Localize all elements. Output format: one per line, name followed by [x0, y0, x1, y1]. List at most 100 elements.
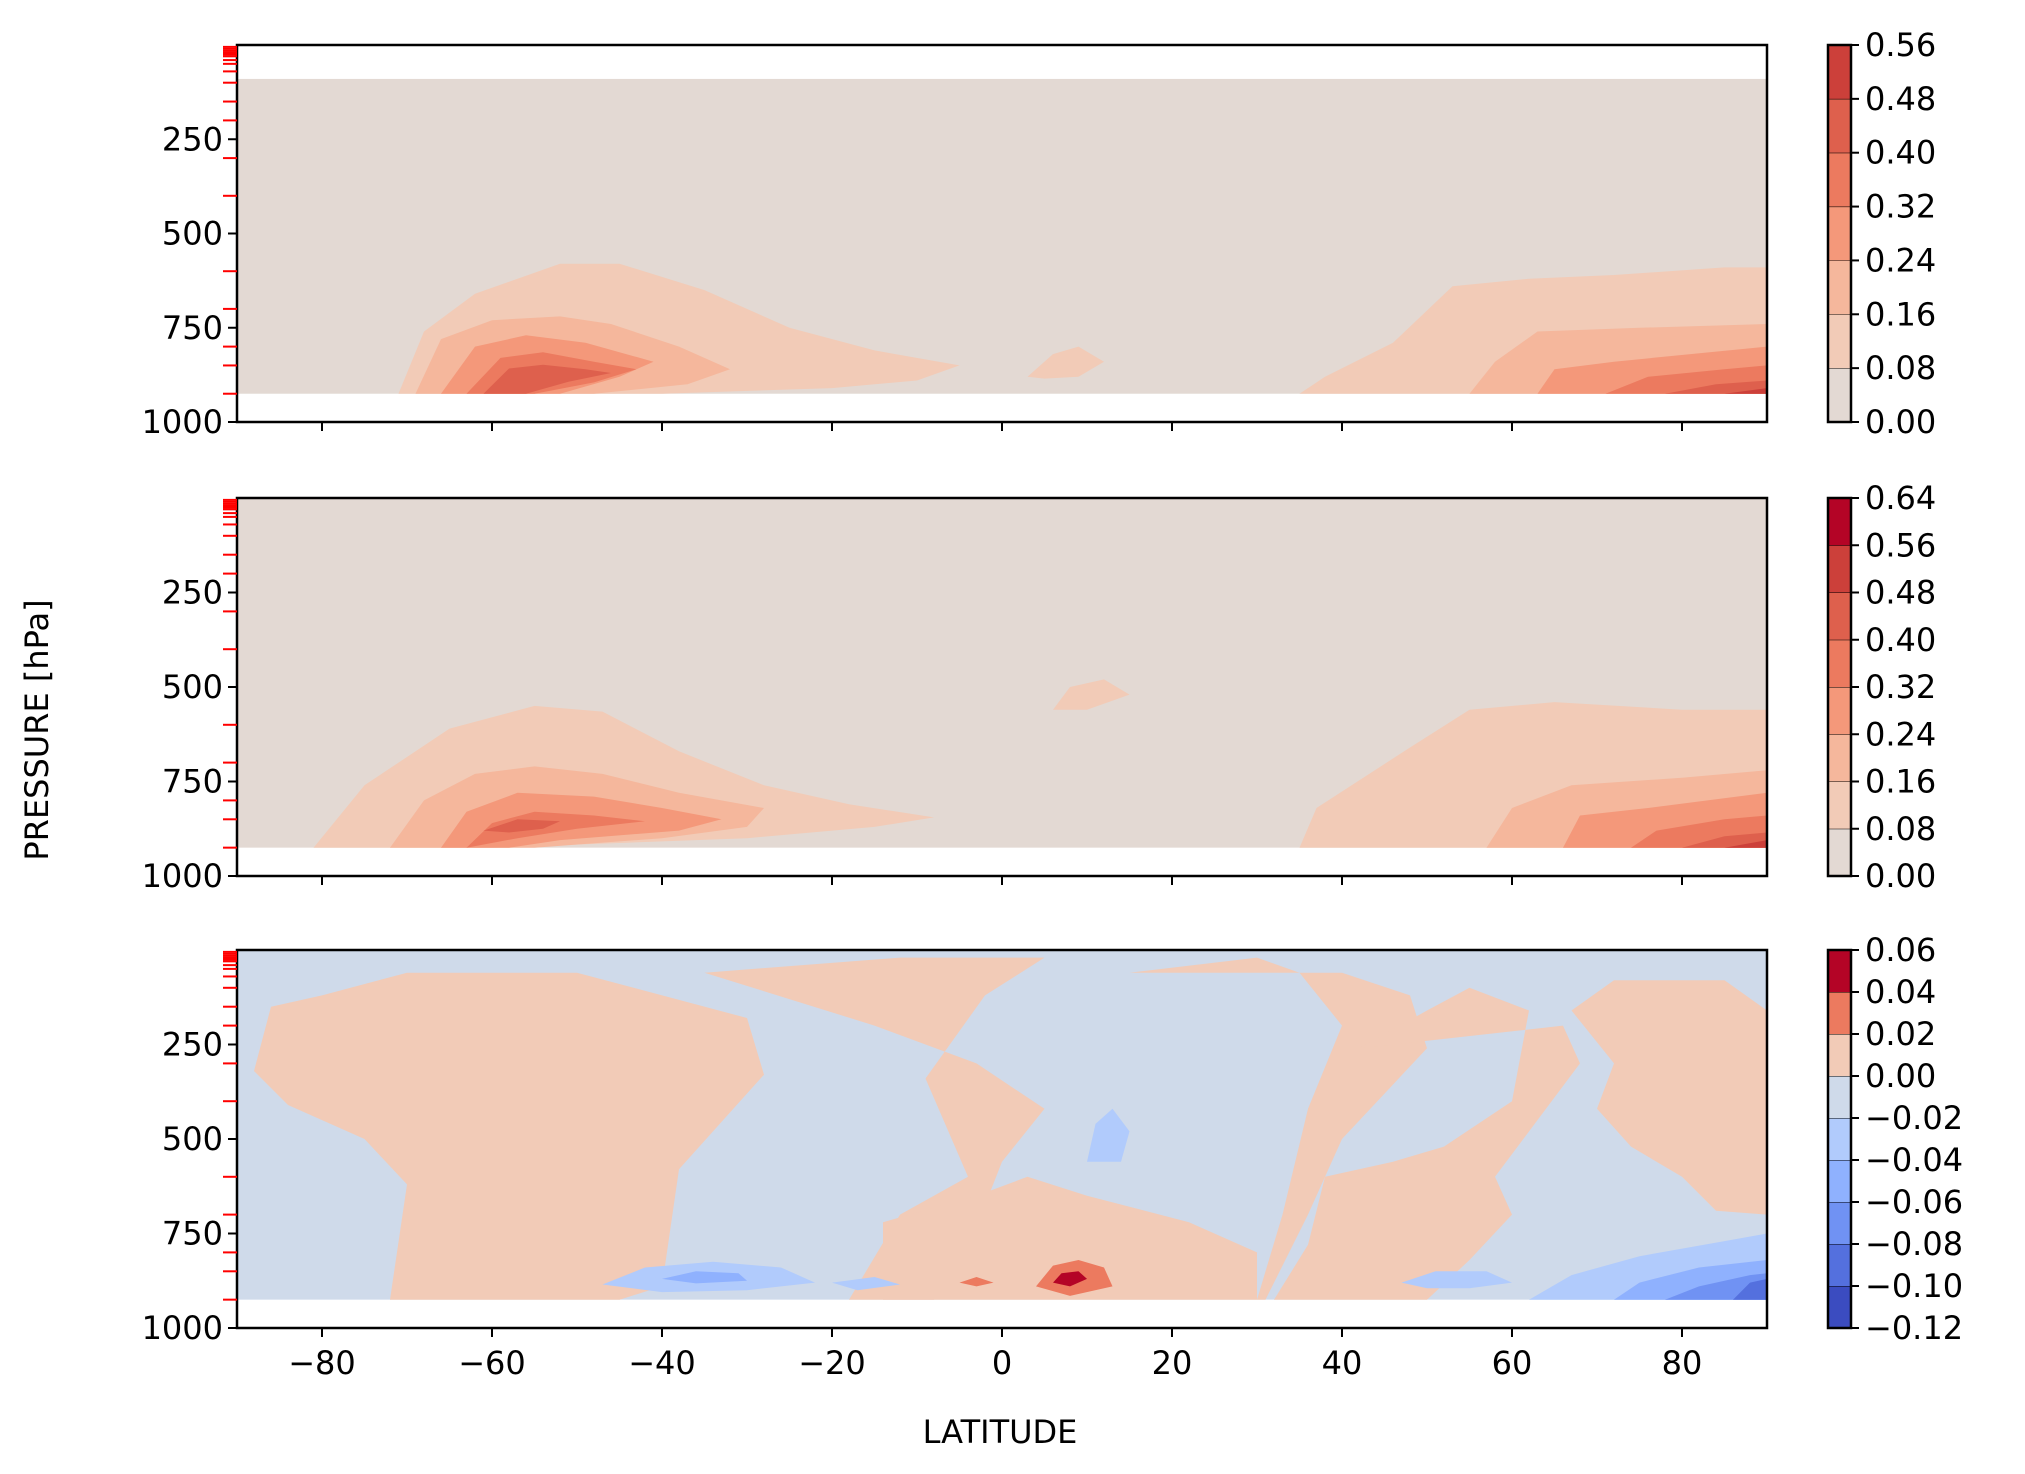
contour-fill-11 [1724, 840, 1767, 848]
colorbar-segment [1828, 206, 1851, 261]
colorbar-tick-label: −0.04 [1865, 1141, 1963, 1179]
contour-field [237, 78, 1767, 394]
colorbar-tick-label: 0.32 [1865, 188, 1936, 226]
colorbar-segment [1828, 1160, 1851, 1202]
contour-field [237, 950, 1767, 1300]
colorbar-tick-label: −0.10 [1865, 1267, 1963, 1305]
contour-fill-4 [1274, 987, 1580, 1300]
colorbar-tick-label: −0.12 [1865, 1309, 1963, 1347]
colorbar-bottom: −0.12 −0.10 −0.08 −0.06 −0.04 −0.02 0.00 0.02 0.… [1826, 931, 1963, 1347]
colorbar-segment [1828, 828, 1851, 876]
contour-fill-7 [662, 1271, 747, 1284]
colorbar-segment [1828, 639, 1851, 687]
y-axis-label: PRESSURE [hPa] [18, 599, 56, 860]
colorbar-segment [1828, 687, 1851, 735]
colorbar-tick-label: 0.04 [1865, 973, 1936, 1011]
colorbar-segment [1828, 1118, 1851, 1160]
x-tick-label: 40 [1322, 1344, 1363, 1382]
colorbar-tick-label: 0.16 [1865, 295, 1936, 333]
y-tick-label: 250 [162, 1026, 223, 1064]
x-tick-label: −20 [798, 1344, 866, 1382]
colorbar-frame [1826, 43, 1853, 424]
contour-fill-9 [1087, 1108, 1130, 1162]
colorbar-tick-label: 0.16 [1865, 763, 1936, 801]
contour-fill-2 [883, 1176, 1257, 1300]
contour-fill-4 [483, 364, 611, 394]
colorbar-middle: 0.00 0.08 0.16 0.24 0.32 0.40 0.48 0.56 0.64 [1826, 479, 1936, 895]
x-tick-label: −80 [288, 1344, 356, 1382]
colorbar-segment [1828, 1076, 1851, 1118]
contour-fill-5 [1053, 679, 1130, 710]
y-tick-label: 500 [162, 1120, 223, 1158]
contour-fill-17 [1053, 1271, 1087, 1287]
colorbar-tick-label: 0.40 [1865, 134, 1936, 172]
colorbar-tick-label: −0.06 [1865, 1183, 1963, 1221]
colorbar-segment [1828, 314, 1851, 369]
colorbar-tick-label: −0.08 [1865, 1225, 1963, 1263]
colorbar-tick-label: 0.08 [1865, 810, 1936, 848]
x-tick-label: 0 [992, 1344, 1012, 1382]
y-tick-label: 1000 [142, 857, 223, 895]
x-tick-label: 20 [1152, 1344, 1193, 1382]
colorbar-segment [1828, 368, 1851, 422]
colorbar-segment [1828, 1202, 1851, 1244]
y-tick-label: 500 [162, 668, 223, 706]
y-tick-label: 750 [162, 309, 223, 347]
colorbar-tick-label: 0.56 [1865, 26, 1936, 64]
panel-middle: 250 500 750 1000 0.00 0.08 0.16 0.24 0.32 0.40 0.4… [142, 479, 1937, 895]
panel-top: 250 500 750 1000 0.00 0.08 0.16 0.24 0.32 0.40 0.4… [142, 26, 1937, 441]
colorbar-tick-label: 0.08 [1865, 349, 1936, 387]
y-tick-label: 500 [162, 215, 223, 253]
colorbar-tick-label: 0.06 [1865, 931, 1936, 969]
colorbar-tick-label: 0.48 [1865, 574, 1936, 612]
colorbar-segment [1828, 592, 1851, 640]
colorbar-tick-label: 0.00 [1865, 1057, 1936, 1095]
colorbar-tick-label: 0.24 [1865, 241, 1936, 279]
contour-fill-11 [1724, 388, 1767, 394]
contour-fill-3 [1129, 957, 1427, 1300]
y-tick-label: 1000 [142, 1309, 223, 1347]
y-tick-label: 750 [162, 1215, 223, 1253]
y-tick-label: 1000 [142, 403, 223, 441]
contour-field [237, 498, 1767, 848]
x-tick-label: 60 [1492, 1344, 1533, 1382]
colorbar-tick-label: 0.32 [1865, 668, 1936, 706]
colorbar-tick-label: 0.56 [1865, 526, 1936, 564]
x-axis-label: LATITUDE [923, 1413, 1078, 1451]
colorbar-segment [1828, 950, 1851, 992]
x-tick-label: −40 [628, 1344, 696, 1382]
colorbar-segment [1828, 992, 1851, 1034]
contour-fill-10 [1401, 1271, 1512, 1289]
colorbar-segment [1828, 98, 1851, 153]
colorbar-tick-label: 0.40 [1865, 621, 1936, 659]
colorbar-frame [1826, 948, 1853, 1330]
colorbar-tick-label: 0.24 [1865, 715, 1936, 753]
colorbar-tick-label: −0.02 [1865, 1099, 1963, 1137]
contour-fill-5 [1027, 346, 1104, 379]
colorbar-tick-label: 0.00 [1865, 857, 1936, 895]
y-tick-label: 250 [162, 120, 223, 158]
contour-fill-14 [1733, 1278, 1767, 1300]
x-tick-label: 80 [1662, 1344, 1703, 1382]
colorbar-segment [1828, 734, 1851, 782]
colorbar-top: 0.00 0.08 0.16 0.24 0.32 0.40 0.48 0.56 [1826, 26, 1936, 441]
colorbar-tick-label: 0.48 [1865, 80, 1936, 118]
colorbar-segment [1828, 152, 1851, 207]
colorbar-tick-label: 0.02 [1865, 1015, 1936, 1053]
colorbar-tick-label: 0.64 [1865, 479, 1936, 517]
colorbar-segment [1828, 781, 1851, 829]
contour-fill-10 [1665, 380, 1767, 394]
contour-fill-0 [254, 972, 764, 1300]
colorbar-segment [1828, 45, 1851, 99]
colorbar-segment [1828, 545, 1851, 593]
colorbar-segment [1828, 1034, 1851, 1076]
contour-fill-4 [483, 819, 560, 833]
contour-fill-8 [832, 1277, 900, 1291]
colorbar-segment [1828, 260, 1851, 315]
colorbar-segment [1828, 1244, 1851, 1286]
colorbar-tick-label: 0.00 [1865, 403, 1936, 441]
contour-fill-5 [1571, 980, 1767, 1215]
y-tick-label: 750 [162, 763, 223, 801]
